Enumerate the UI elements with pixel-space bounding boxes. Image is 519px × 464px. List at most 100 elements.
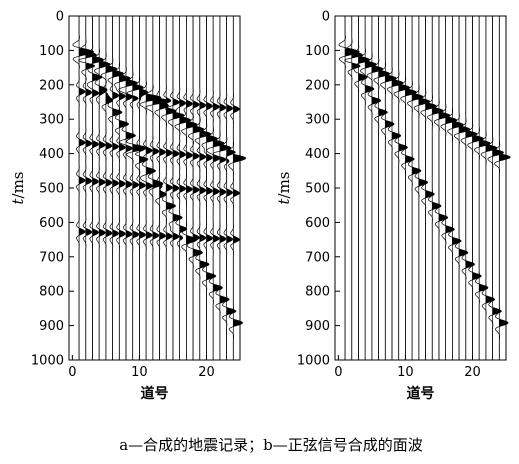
panel-b-xtick-label: 20 (464, 365, 481, 380)
panel-a-ytick-label: 400 (39, 147, 64, 162)
panel-a-trace-17-fill (186, 100, 198, 255)
panel-b-ytick-label: 400 (305, 147, 330, 162)
panel-b-y-axis-title-var: t (275, 198, 293, 205)
panel-a-ytick-label: 900 (39, 319, 64, 334)
panel-b-trace-20-wiggle (467, 16, 484, 360)
panel-a-trace-2-fill (85, 41, 97, 237)
panel-b-trace-11-wiggle (406, 16, 424, 360)
panel-b-trace-8-wiggle (386, 16, 404, 360)
panel-b-trace-22-wiggle (480, 16, 498, 360)
panel-a-trace-3-fill (92, 46, 104, 237)
panel-b-trace-9-wiggle (393, 16, 411, 360)
panel-a-trace-11-wiggle (139, 16, 162, 360)
panel-b-ytick-label: 100 (305, 44, 330, 59)
panel-b-trace-17-wiggle (447, 16, 464, 360)
panel-a-trace-1-wiggle (72, 16, 95, 360)
panel-a-trace-24-fill (233, 106, 246, 327)
panel-a: 0 100 200 300 400 500 600 700 800 900 1000 0 10 20 道… (9, 10, 247, 402)
panel-b-trace-24-fill (499, 143, 511, 327)
panel-b-ytick-label: 700 (305, 250, 330, 265)
panel-b-trace-18-fill (459, 115, 471, 257)
panel-b-trace-4-fill (365, 50, 377, 94)
panel-b-trace-15-wiggle (433, 16, 451, 360)
panel-b-trace-23-wiggle (487, 16, 504, 360)
panel-b-ytick-label: 300 (305, 113, 330, 128)
panel-b-trace-22-fill (485, 134, 497, 304)
panel-b-trace-13-wiggle (420, 16, 437, 360)
panel-b-trace-16-fill (445, 106, 457, 234)
panel-b: 0 100 200 300 400 500 600 700 800 900 1000 0 10 20 道… (275, 10, 511, 402)
panel-a-trace-8-fill (126, 68, 138, 239)
panel-b-y-axis-title-unit: /ms (275, 171, 293, 198)
panel-b-trace-1-wiggle (338, 16, 360, 360)
panel-a-trace-7-wiggle (114, 16, 131, 360)
panel-b-trace-14-wiggle (427, 16, 444, 360)
panel-a-trace-15-fill (172, 99, 185, 241)
panel-b-trace-21-wiggle (474, 16, 491, 360)
panel-a-x-axis: 0 10 20 (68, 355, 215, 380)
panel-a-ytick-label: 600 (39, 216, 64, 231)
panel-b-x-axis-title: 道号 (407, 385, 435, 402)
panel-a-trace-24-wiggle (227, 16, 247, 360)
panel-b-trace-6-wiggle (373, 16, 390, 360)
panel-a-x-axis-title: 道号 (141, 385, 169, 402)
panel-a-trace-5-wiggle (100, 16, 118, 360)
panel-a-y-axis-title-var: t (9, 198, 27, 205)
panel-b-x-axis: 0 10 20 (334, 355, 481, 380)
panel-b-trace-13-fill (425, 92, 437, 199)
panel-b-trace-7-fill (385, 64, 397, 129)
panel-b-trace-24-wiggle (494, 16, 511, 360)
panel-b-trace-10-wiggle (400, 16, 417, 360)
panel-b-trace-2-wiggle (344, 16, 363, 360)
panel-a-trace-4-wiggle (93, 16, 111, 360)
panel-b-trace-15-fill (438, 102, 450, 222)
panel-b-y-axis-title: t/ms (275, 171, 293, 204)
figure-caption: a—合成的地震记录；b—正弦信号合成的面波 (119, 436, 423, 454)
panel-b-traces (338, 16, 511, 360)
panel-b-ytick-label: 800 (305, 285, 330, 300)
panel-a-ytick-label: 700 (39, 250, 64, 265)
panel-b-trace-5-fill (371, 55, 383, 105)
panel-a-ytick-label: 200 (39, 78, 64, 93)
panel-a-xtick-label: 20 (198, 365, 215, 380)
panel-a-y-axis-title: t/ms (9, 171, 27, 204)
panel-a-xtick-label: 0 (68, 365, 76, 380)
panel-b-trace-19-fill (465, 120, 477, 269)
panel-b-ytick-label: 900 (305, 319, 330, 334)
panel-a-traces (72, 16, 247, 360)
panel-b-ytick-label: 600 (305, 216, 330, 231)
panel-a-trace-8-wiggle (118, 16, 138, 360)
panel-a-trace-19-fill (199, 102, 211, 269)
panel-a-y-axis: 0 100 200 300 400 500 600 700 800 900 1000 (31, 10, 74, 369)
panel-a-y-axis-title-unit: /ms (9, 171, 27, 198)
panel-b-trace-12-wiggle (413, 16, 431, 360)
panel-b-trace-3-fill (358, 46, 370, 82)
panel-b-trace-19-wiggle (460, 16, 477, 360)
panel-a-trace-14-fill (166, 97, 177, 241)
panel-a-ytick-label: 1000 (31, 354, 64, 369)
panel-b-trace-17-fill (452, 110, 464, 246)
panel-b-trace-7-wiggle (380, 16, 397, 360)
panel-b-y-axis: 0 100 200 300 400 500 600 700 800 900 1000 (297, 10, 340, 369)
panel-b-ytick-label: 1000 (297, 354, 330, 369)
panel-a-trace-2-wiggle (78, 16, 97, 360)
panel-b-ytick-label: 200 (305, 78, 330, 93)
panel-b-trace-16-wiggle (440, 16, 458, 360)
panel-a-ytick-label: 0 (56, 10, 64, 25)
panel-b-trace-10-fill (405, 78, 417, 164)
panel-b-trace-9-fill (398, 73, 410, 152)
panel-a-ytick-label: 100 (39, 44, 64, 59)
panel-a-trace-22-fill (219, 104, 231, 304)
panel-b-xtick-label: 10 (397, 365, 414, 380)
panel-b-trace-20-fill (472, 124, 484, 281)
panel-a-trace-21-fill (213, 103, 225, 292)
panel-b-trace-23-fill (492, 139, 504, 316)
panel-b-trace-14-fill (432, 97, 444, 211)
panel-b-xtick-label: 0 (334, 365, 342, 380)
panel-a-xtick-label: 10 (131, 365, 148, 380)
panel-a-trace-3-wiggle (86, 16, 104, 360)
panel-b-ytick-label: 0 (322, 10, 330, 25)
panel-a-ytick-label: 300 (39, 113, 64, 128)
panel-b-trace-6-fill (378, 60, 390, 117)
panel-b-trace-21-fill (479, 129, 491, 292)
